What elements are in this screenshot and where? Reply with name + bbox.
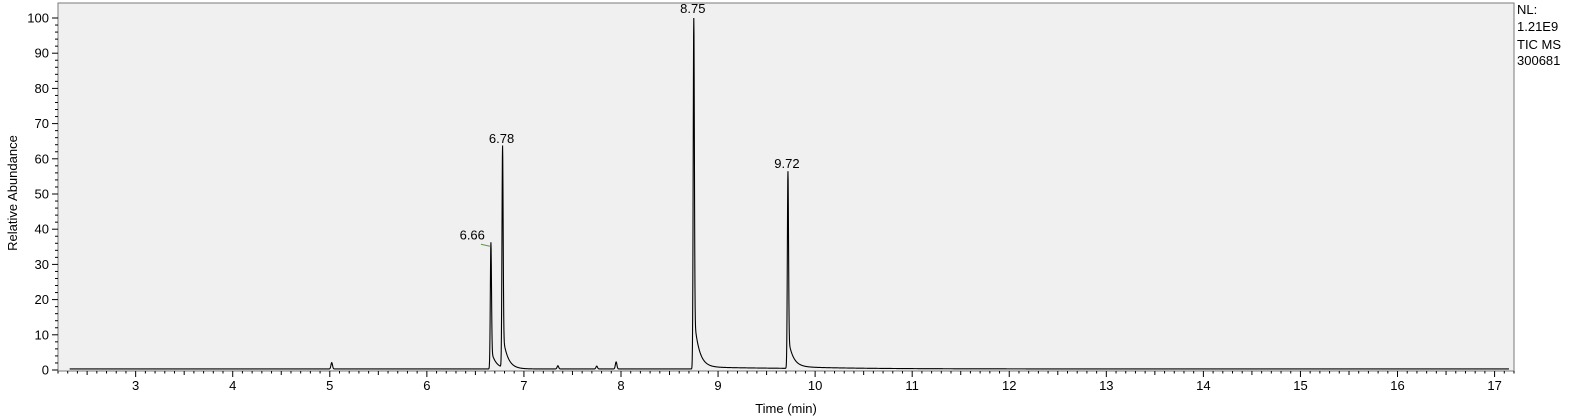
x-tick-label: 12 xyxy=(1002,378,1016,393)
x-tick-label: 7 xyxy=(520,378,527,393)
x-tick-label: 17 xyxy=(1487,378,1501,393)
nl-label: NL: xyxy=(1517,2,1538,17)
peak-label: 8.75 xyxy=(680,1,705,16)
peak-label: 9.72 xyxy=(774,156,799,171)
y-axis: 0 10 20 30 40 50 60 70 80 90 100 xyxy=(27,11,58,378)
x-tick-label: 10 xyxy=(808,378,822,393)
y-tick-label: 50 xyxy=(35,187,49,202)
y-tick-label: 60 xyxy=(35,151,49,166)
x-tick-label: 16 xyxy=(1390,378,1404,393)
x-tick-label: 3 xyxy=(132,378,139,393)
peak-labels: 6.66 6.78 8.75 9.72 xyxy=(460,1,800,247)
x-axis-title: Time (min) xyxy=(755,401,817,416)
y-tick-label: 10 xyxy=(35,327,49,342)
y-tick-label: 70 xyxy=(35,116,49,131)
x-tick-label: 8 xyxy=(617,378,624,393)
y-tick-label: 40 xyxy=(35,222,49,237)
scan-filter: TIC MS xyxy=(1517,37,1562,52)
plot-background xyxy=(57,2,1515,372)
x-tick-label: 13 xyxy=(1099,378,1113,393)
peak-label: 6.66 xyxy=(460,227,485,242)
y-axis-title: Relative Abundance xyxy=(5,135,20,251)
nl-value: 1.21E9 xyxy=(1517,19,1559,34)
x-axis: 3 4 5 6 7 8 9 10 11 12 13 14 15 16 17 xyxy=(57,371,1515,393)
y-tick-label: 20 xyxy=(35,292,49,307)
peak-label-connector xyxy=(480,243,491,247)
peak-label: 6.78 xyxy=(489,131,514,146)
x-tick-label: 9 xyxy=(714,378,721,393)
x-tick-label: 11 xyxy=(905,378,919,393)
x-tick-label: 6 xyxy=(423,378,430,393)
y-tick-label: 90 xyxy=(35,46,49,61)
y-tick-label: 100 xyxy=(27,11,49,26)
x-tick-label: 5 xyxy=(326,378,333,393)
y-tick-label: 30 xyxy=(35,257,49,272)
x-tick-label: 4 xyxy=(229,378,236,393)
y-tick-label: 0 xyxy=(42,363,49,378)
tic-trace xyxy=(69,17,1509,370)
file-id: 300681 xyxy=(1517,53,1561,68)
y-tick-label: 80 xyxy=(35,81,49,96)
x-tick-label: 15 xyxy=(1293,378,1307,393)
x-tick-label: 14 xyxy=(1196,378,1210,393)
